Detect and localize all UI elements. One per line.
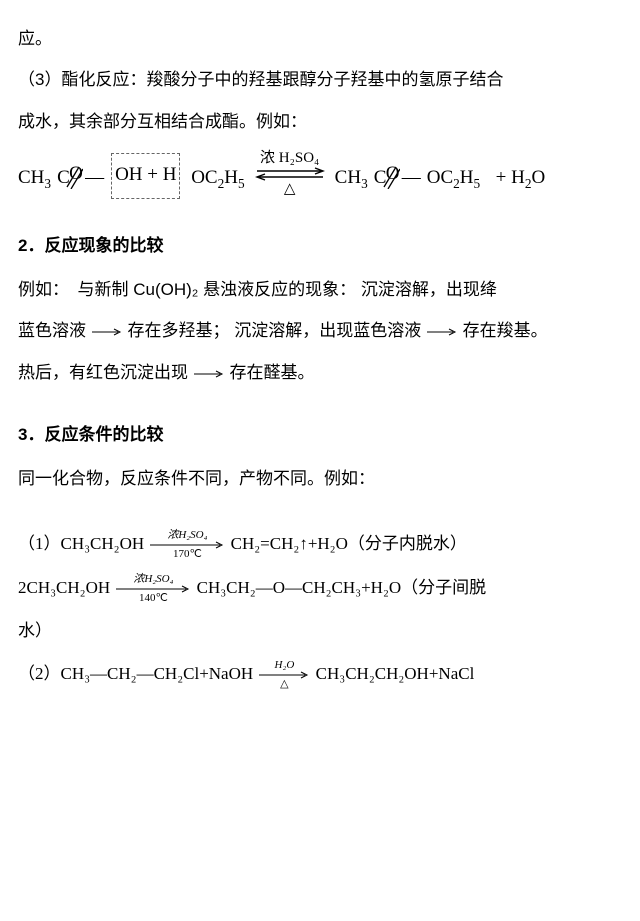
heading-3: 3．反应条件的比较 (18, 416, 622, 453)
paragraph-fragment: 应。 (18, 20, 622, 57)
sub: 3 (44, 176, 51, 191)
paragraph: 蓝色溶液 存在多羟基； 沉淀溶解，出现蓝色溶液 存在羧基。 (18, 312, 622, 350)
paragraph: 例如： 与新制 Cu(OH)₂ 悬浊液反应的现象： 沉淀溶解，出现绛 (18, 271, 622, 308)
text: 存在多羟基； 沉淀溶解，出现蓝色溶液 (127, 321, 421, 340)
text: 存在羧基。 (463, 321, 548, 340)
condition-bot: 170℃ (173, 549, 202, 560)
arrow-icon (427, 313, 457, 350)
heading-2: 2．反应现象的比较 (18, 227, 622, 264)
sub: 3 (361, 176, 368, 191)
boxed-oh-h: OH + H (111, 153, 180, 199)
lhs: 2CH₃CH₂OH (18, 578, 110, 597)
paragraph: （3）酯化反应：羧酸分子中的羟基跟醇分子羟基中的氢原子结合 (18, 61, 622, 98)
lhs: CH₃—CH₂—CH₂Cl+NaOH (61, 664, 254, 683)
condition-top: 浓 H₂SO₄ (260, 150, 319, 167)
condition-bot: △ (284, 181, 296, 198)
rhs: CH₃CH₂CH₂OH+NaCl (316, 664, 475, 683)
text: + H (496, 167, 525, 188)
condition-top: 浓H₂SO₄ (133, 574, 173, 585)
c-atom: C (374, 157, 387, 199)
arrow-icon (194, 355, 224, 392)
text: CH (18, 167, 44, 188)
reaction-arrow: 浓 H₂SO₄ △ (255, 150, 325, 197)
text: 存在醛基。 (229, 363, 314, 382)
reaction-2: 2CH₃CH₂OH 浓H₂SO₄ 140℃ CH₃CH₂—O—CH₂CH₃+H₂… (18, 569, 622, 606)
reaction-1: （1）CH₃CH₂OH 浓H₂SO₄ 170℃ CH₂=CH₂↑+H₂O（分子内… (18, 525, 622, 562)
sub: 5 (474, 176, 481, 191)
condition-bot: △ (280, 679, 288, 690)
arrow-icon (92, 313, 122, 350)
rhs: CH₂=CH₂↑+H₂O（分子内脱水） (231, 534, 467, 553)
text: OC (191, 167, 217, 188)
carbonyl-group: O C (57, 157, 83, 199)
paragraph: 成水，其余部分互相结合成酯。例如： (18, 103, 622, 140)
sub: 2 (218, 176, 225, 191)
carbonyl-group: O C (374, 157, 400, 199)
reaction-arrow: H₂O △ (259, 660, 309, 690)
reaction-esterification: CH3 O C — OH + H OC2H5 浓 H₂SO₄ △ CH3 O C… (18, 150, 622, 199)
condition-top: 浓H₂SO₄ (167, 530, 207, 541)
text: OC (427, 167, 453, 188)
sub: 2 (525, 176, 532, 191)
condition-top: H₂O (275, 660, 295, 671)
text: 蓝色溶液 (18, 321, 86, 340)
condition-bot: 140℃ (139, 593, 168, 604)
sub: 2 (453, 176, 460, 191)
reaction-arrow: 浓H₂SO₄ 170℃ (150, 530, 224, 560)
paragraph: 同一化合物，反应条件不同，产物不同。例如： (18, 460, 622, 497)
c-atom: C (57, 157, 70, 199)
reaction-3: （2）CH₃—CH₂—CH₂Cl+NaOH H₂O △ CH₃CH₂CH₂OH+… (18, 655, 622, 692)
sub: 5 (238, 176, 245, 191)
rhs: CH₃CH₂—O—CH₂CH₃+H₂O（分子间脱 (197, 578, 487, 597)
paragraph: 热后，有红色沉淀出现 存在醛基。 (18, 354, 622, 392)
text: 热后，有红色沉淀出现 (18, 363, 188, 382)
lhs: CH₃CH₂OH (61, 534, 145, 553)
prefix: （2） (18, 664, 61, 683)
text: CH (335, 167, 361, 188)
reaction-arrow: 浓H₂SO₄ 140℃ (116, 574, 190, 604)
reaction-2-tail: 水） (18, 612, 622, 649)
prefix: （1） (18, 534, 61, 553)
